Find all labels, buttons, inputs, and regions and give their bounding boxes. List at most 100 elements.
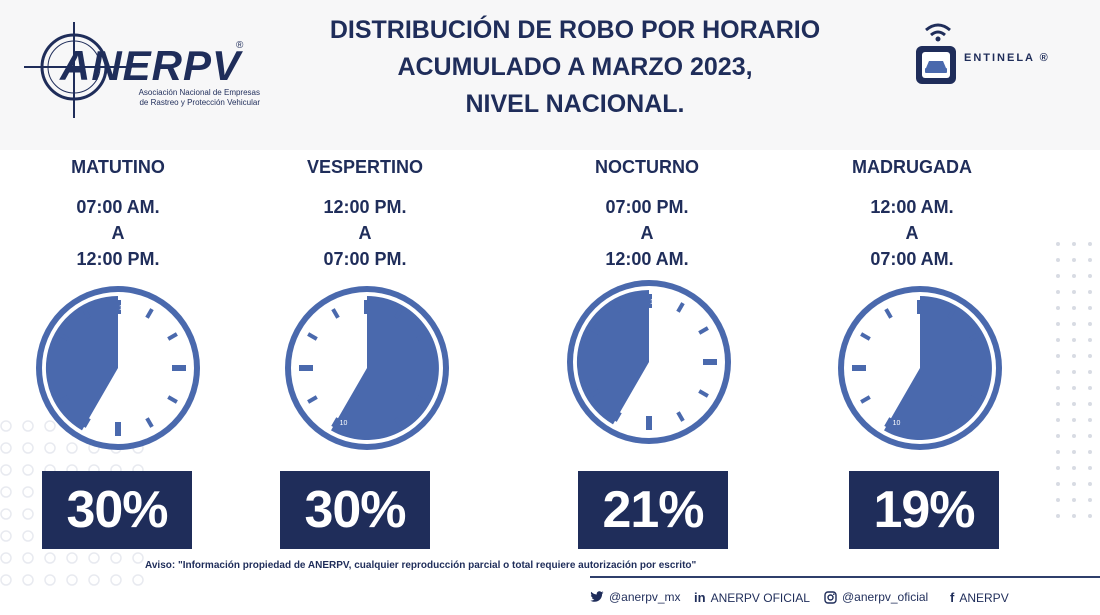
clock-tick: [884, 308, 893, 319]
decorative-dot: [22, 574, 34, 586]
time-range-end: 12:00 PM.: [76, 249, 160, 269]
anerpv-subtitle-line1: Asociación Nacional de Empresas: [138, 88, 260, 97]
time-range: 12:00 AM. A 07:00 AM.: [822, 194, 1002, 272]
centinela-logo: ENTINELA ®: [912, 18, 1082, 88]
clock-tick: [307, 395, 318, 404]
clock-tick: [613, 302, 622, 313]
twitter-handle: @anerpv_mx: [609, 590, 681, 604]
time-range-separator: A: [358, 223, 372, 243]
decorative-dot: [0, 552, 12, 564]
title-line2: ACUMULADO A MARZO 2023,: [397, 53, 753, 81]
column-madrugada: MADRUGADA 12:00 AM. A 07:00 AM.: [822, 156, 1002, 272]
decorative-dot: [1056, 434, 1060, 438]
decorative-dot: [1072, 402, 1076, 406]
clock-tick: [860, 395, 871, 404]
decorative-dot: [22, 552, 34, 564]
decorative-dot: [22, 420, 34, 432]
clock-sector: [576, 289, 649, 425]
time-range: 12:00 PM. A 07:00 PM.: [275, 194, 455, 272]
time-range-start: 07:00 AM.: [76, 197, 160, 217]
decorative-dot: [1072, 306, 1076, 310]
decorative-dot: [0, 442, 12, 454]
clock-tick: [394, 417, 403, 428]
decorative-dot: [0, 420, 12, 432]
clock-tick: [82, 417, 91, 428]
decorative-dot: [1056, 258, 1060, 262]
clock-tick: [589, 389, 600, 398]
clock-sector: [45, 295, 118, 431]
time-range-separator: A: [905, 223, 919, 243]
decorative-dot: [1072, 322, 1076, 326]
decorative-dot: [1072, 290, 1076, 294]
decorative-dot: [1088, 386, 1092, 390]
clock-sector: [331, 296, 439, 440]
decorative-dot: [1072, 242, 1076, 246]
decorative-dot: [132, 574, 144, 586]
decorative-dot: [66, 552, 78, 564]
clock-tick: [947, 308, 956, 319]
decorative-dot: [110, 552, 122, 564]
anerpv-logo: ANERPV ® Asociación Nacional de Empresas…: [22, 22, 262, 122]
instagram-icon: [824, 590, 837, 604]
clock-tick: [969, 332, 980, 341]
decorative-dot: [1088, 498, 1092, 502]
decorative-dot: [1088, 482, 1092, 486]
percentage-badge-madrugada: 19%: [849, 471, 999, 549]
instagram-handle: @anerpv_oficial: [842, 590, 929, 604]
title-line1: DISTRIBUCIÓN DE ROBO POR HORARIO: [329, 16, 821, 44]
decorative-dot: [1056, 386, 1060, 390]
decorative-dot: [1072, 498, 1076, 502]
time-range-separator: A: [111, 223, 125, 243]
clock-tick: [58, 332, 69, 341]
decorative-dot: [0, 530, 12, 542]
decorative-dot: [1088, 466, 1092, 470]
crosshair-icon: [24, 22, 132, 118]
column-vespertino: VESPERTINO 12:00 PM. A 07:00 PM.: [275, 156, 455, 272]
social-facebook[interactable]: f ANERPV: [950, 590, 1009, 605]
clock-matutino: 12: [36, 286, 200, 450]
decorative-dot: [1088, 258, 1092, 262]
decorative-dot: [1056, 450, 1060, 454]
category-label: MATUTINO: [71, 157, 165, 177]
decorative-dot: [1056, 402, 1060, 406]
decorative-dot: [1056, 242, 1060, 246]
decorative-dot: [1056, 306, 1060, 310]
clock-tick: [676, 302, 685, 313]
decorative-dot: [66, 442, 78, 454]
decorative-dot: [88, 552, 100, 564]
social-instagram[interactable]: @anerpv_oficial: [824, 590, 928, 604]
decorative-dot: [1072, 258, 1076, 262]
anerpv-logo-name: ANERPV: [60, 42, 242, 89]
time-range-end: 07:00 PM.: [323, 249, 407, 269]
clock-tick: [589, 326, 600, 335]
decorative-dot: [1056, 290, 1060, 294]
decorative-dot: [1072, 434, 1076, 438]
clock-tick: [613, 411, 622, 422]
decorative-dot: [1056, 370, 1060, 374]
decorative-dot: [1056, 482, 1060, 486]
decorative-dot: [44, 574, 56, 586]
decorative-dot: [1072, 370, 1076, 374]
clock-tick: [82, 308, 91, 319]
social-twitter[interactable]: @anerpv_mx: [590, 590, 681, 604]
decorative-dot: [1056, 338, 1060, 342]
decorative-dot: [132, 552, 144, 564]
centinela-logo-name: ENTINELA ®: [964, 52, 1050, 64]
clock-tick: [698, 326, 709, 335]
decorative-dot: [1088, 418, 1092, 422]
clock-tick: [394, 308, 403, 319]
copyright-notice: Aviso: "Información propiedad de ANERPV,…: [145, 560, 697, 571]
clock-tick: [676, 411, 685, 422]
decorative-dot: [1072, 418, 1076, 422]
decorative-dot: [0, 464, 12, 476]
decorative-dot: [1088, 322, 1092, 326]
decorative-dot: [1056, 322, 1060, 326]
category-label: MADRUGADA: [852, 157, 972, 177]
social-linkedin[interactable]: in ANERPV OFICIAL: [694, 590, 810, 605]
clock-tick: [884, 417, 893, 428]
clock-vespertino: 10: [285, 286, 449, 450]
decorative-dot: [1056, 514, 1060, 518]
decorative-dot: [1072, 482, 1076, 486]
clock-nocturno: 12: [567, 280, 731, 444]
decorative-dot: [1072, 514, 1076, 518]
